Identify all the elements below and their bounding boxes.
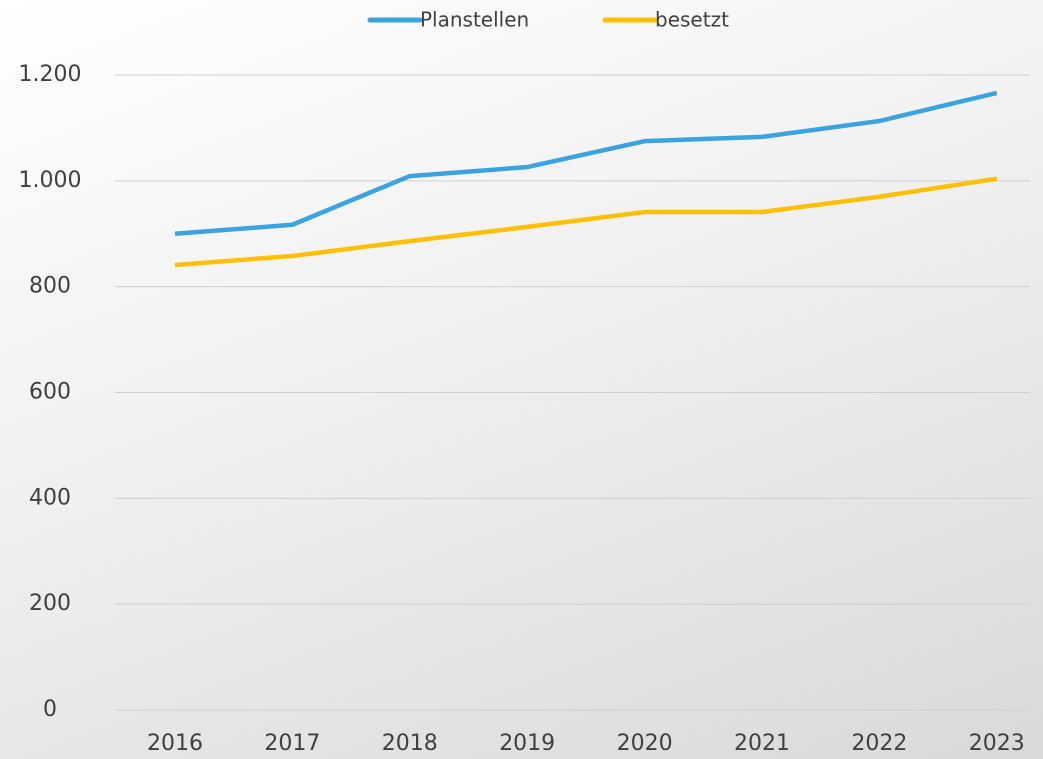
x-tick-label: 2017 — [264, 731, 320, 756]
x-tick-label: 2016 — [147, 731, 203, 756]
y-tick-label: 600 — [29, 380, 71, 405]
y-tick-label: 800 — [29, 274, 71, 299]
x-tick-label: 2021 — [734, 731, 790, 756]
y-tick-label: 1.200 — [19, 62, 82, 87]
x-tick-label: 2019 — [499, 731, 555, 756]
series-line — [174, 176, 998, 268]
x-tick-label: 2020 — [617, 731, 673, 756]
legend-label: Planstellen — [420, 8, 529, 32]
legend-label: besetzt — [655, 8, 729, 32]
y-tick-label: 1.000 — [19, 168, 82, 193]
y-tick-label: 200 — [29, 591, 71, 616]
y-tick-label: 0 — [43, 697, 57, 722]
series-line — [174, 90, 998, 236]
x-tick-label: 2018 — [382, 731, 438, 756]
x-tick-label: 2023 — [969, 731, 1025, 756]
x-tick-label: 2022 — [851, 731, 907, 756]
y-tick-label: 400 — [29, 485, 71, 510]
